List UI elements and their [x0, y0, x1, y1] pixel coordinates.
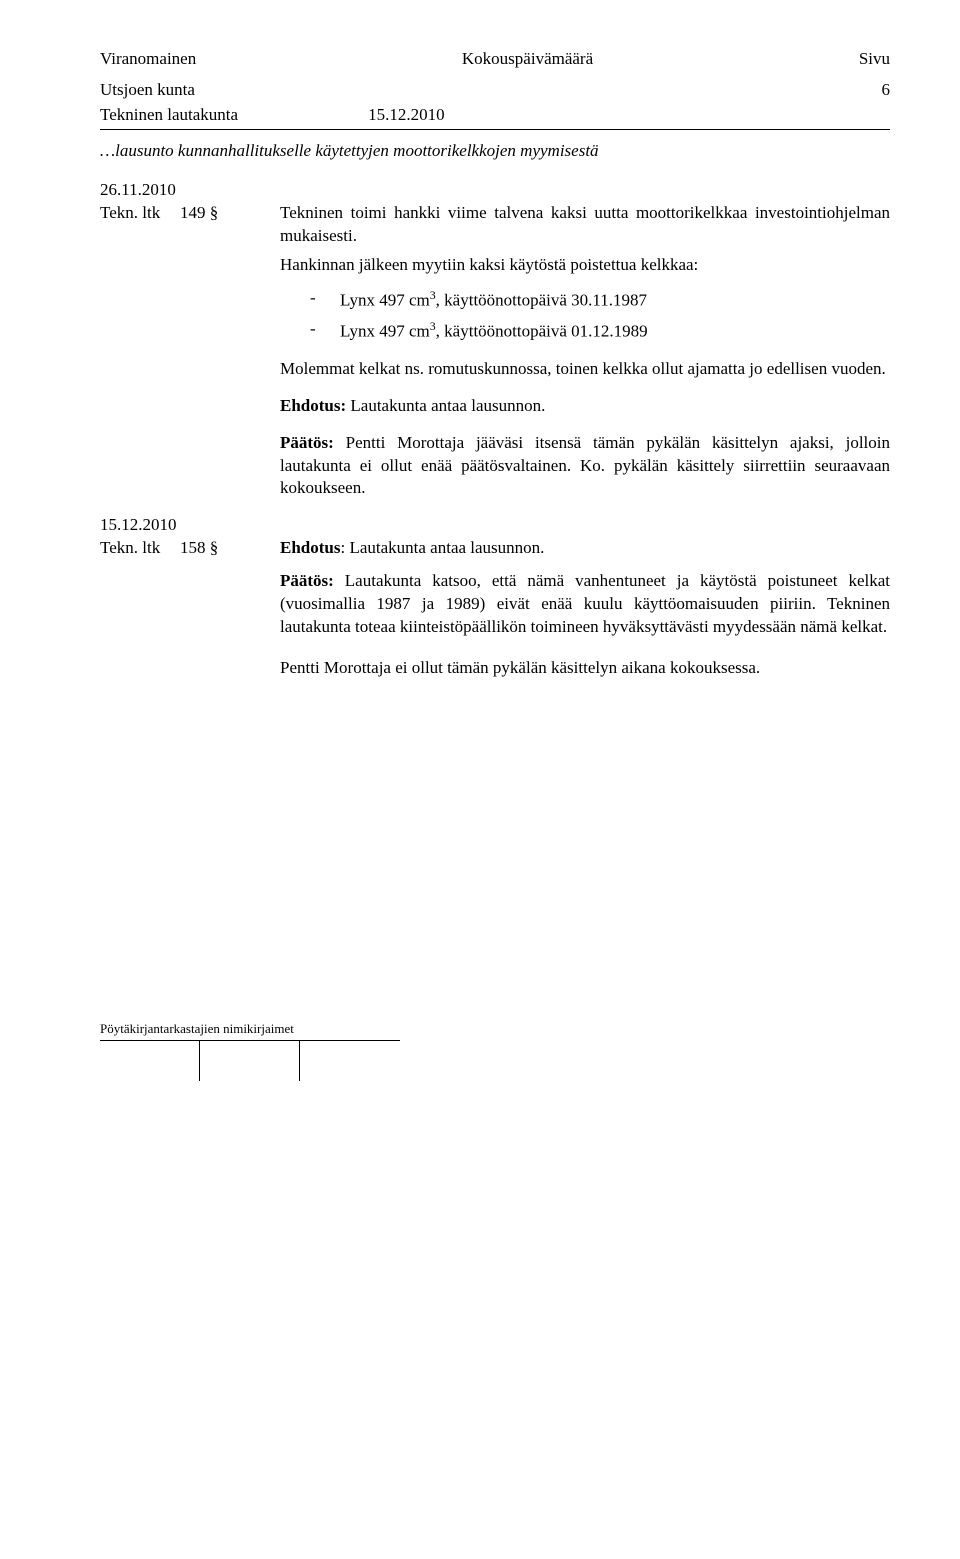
- page-header: Viranomainen Kokouspäivämäärä Sivu: [100, 48, 890, 71]
- municipality: Utsjoen kunta: [100, 79, 195, 102]
- divider: [100, 129, 890, 130]
- section-1-ehdotus: Ehdotus: Lautakunta antaa lausunnon.: [280, 395, 890, 418]
- signature-cell: [300, 1041, 400, 1081]
- ehdotus-text: Lautakunta antaa lausunnon.: [346, 396, 545, 415]
- board-row: Tekninen lautakunta 15.12.2010: [100, 104, 890, 127]
- meeting-date: 15.12.2010: [368, 104, 445, 127]
- section-1-ref-label: Tekn. ltk: [100, 202, 180, 225]
- section-2-ref-left: Tekn. ltk 158 §: [100, 537, 280, 560]
- section-1-body2: Hankinnan jälkeen myytiin kaksi käytöstä…: [280, 254, 890, 277]
- section-1-ref-left: Tekn. ltk 149 §: [100, 202, 280, 225]
- list-item-text: Lynx 497 cm3, käyttöönottopäivä 01.12.19…: [340, 318, 648, 344]
- list-item-text: Lynx 497 cm3, käyttöönottopäivä 30.11.19…: [340, 287, 647, 313]
- kelkka-list: - Lynx 497 cm3, käyttöönottopäivä 30.11.…: [310, 287, 890, 344]
- list-item: - Lynx 497 cm3, käyttöönottopäivä 01.12.…: [310, 318, 890, 344]
- ehdotus-label: Ehdotus:: [280, 396, 346, 415]
- ehdotus-text: : Lautakunta antaa lausunnon.: [340, 538, 544, 557]
- paatos-text: Pentti Morottaja jääväsi itsensä tämän p…: [280, 433, 890, 498]
- signature-cell: [200, 1041, 300, 1081]
- dash-icon: -: [310, 318, 340, 344]
- section-1-body: Tekninen toimi hankki viime talvena kaks…: [280, 202, 890, 248]
- dash-icon: -: [310, 287, 340, 313]
- section-2: 15.12.2010 Tekn. ltk 158 § Ehdotus: Laut…: [100, 514, 890, 560]
- paatos-label: Päätös:: [280, 433, 334, 452]
- signature-cell: [100, 1041, 200, 1081]
- section-1-ref: Tekn. ltk 149 § Tekninen toimi hankki vi…: [100, 202, 890, 248]
- section-2-paatos: Päätös: Lautakunta katsoo, että nämä van…: [280, 570, 890, 639]
- section-2-ref-num: 158 §: [180, 537, 240, 560]
- header-left: Viranomainen: [100, 48, 196, 71]
- signature-label: Pöytäkirjantarkastajien nimikirjaimet: [100, 1020, 400, 1041]
- header-center: Kokouspäivämäärä: [462, 48, 593, 71]
- list-item: - Lynx 497 cm3, käyttöönottopäivä 30.11.…: [310, 287, 890, 313]
- section-2-closing: Pentti Morottaja ei ollut tämän pykälän …: [280, 657, 890, 680]
- municipality-row: Utsjoen kunta 6: [100, 79, 890, 102]
- ehdotus-label: Ehdotus: [280, 538, 340, 557]
- paatos-text: Lautakunta katsoo, että nämä vanhentunee…: [280, 571, 890, 636]
- paatos-label: Päätös:: [280, 571, 334, 590]
- header-right: Sivu: [859, 48, 890, 71]
- section-2-ehdotus: Ehdotus: Lautakunta antaa lausunnon.: [280, 537, 890, 560]
- section-1-ref-num: 149 §: [180, 202, 240, 225]
- signature-box: Pöytäkirjantarkastajien nimikirjaimet: [100, 1020, 400, 1081]
- section-1-paatos: Päätös: Pentti Morottaja jääväsi itsensä…: [280, 432, 890, 501]
- signature-cells: [100, 1041, 400, 1081]
- section-1-para1: Molemmat kelkat ns. romutuskunnossa, toi…: [280, 358, 890, 381]
- section-1: 26.11.2010 Tekn. ltk 149 § Tekninen toim…: [100, 179, 890, 248]
- agenda-title: …lausunto kunnanhallitukselle käytettyje…: [100, 140, 890, 163]
- page-number: 6: [850, 79, 890, 102]
- section-2-ref-label: Tekn. ltk: [100, 537, 180, 560]
- section-1-date: 26.11.2010: [100, 179, 890, 202]
- section-2-date: 15.12.2010: [100, 514, 890, 537]
- section-2-ref: Tekn. ltk 158 § Ehdotus: Lautakunta anta…: [100, 537, 890, 560]
- board-name: Tekninen lautakunta: [100, 104, 238, 127]
